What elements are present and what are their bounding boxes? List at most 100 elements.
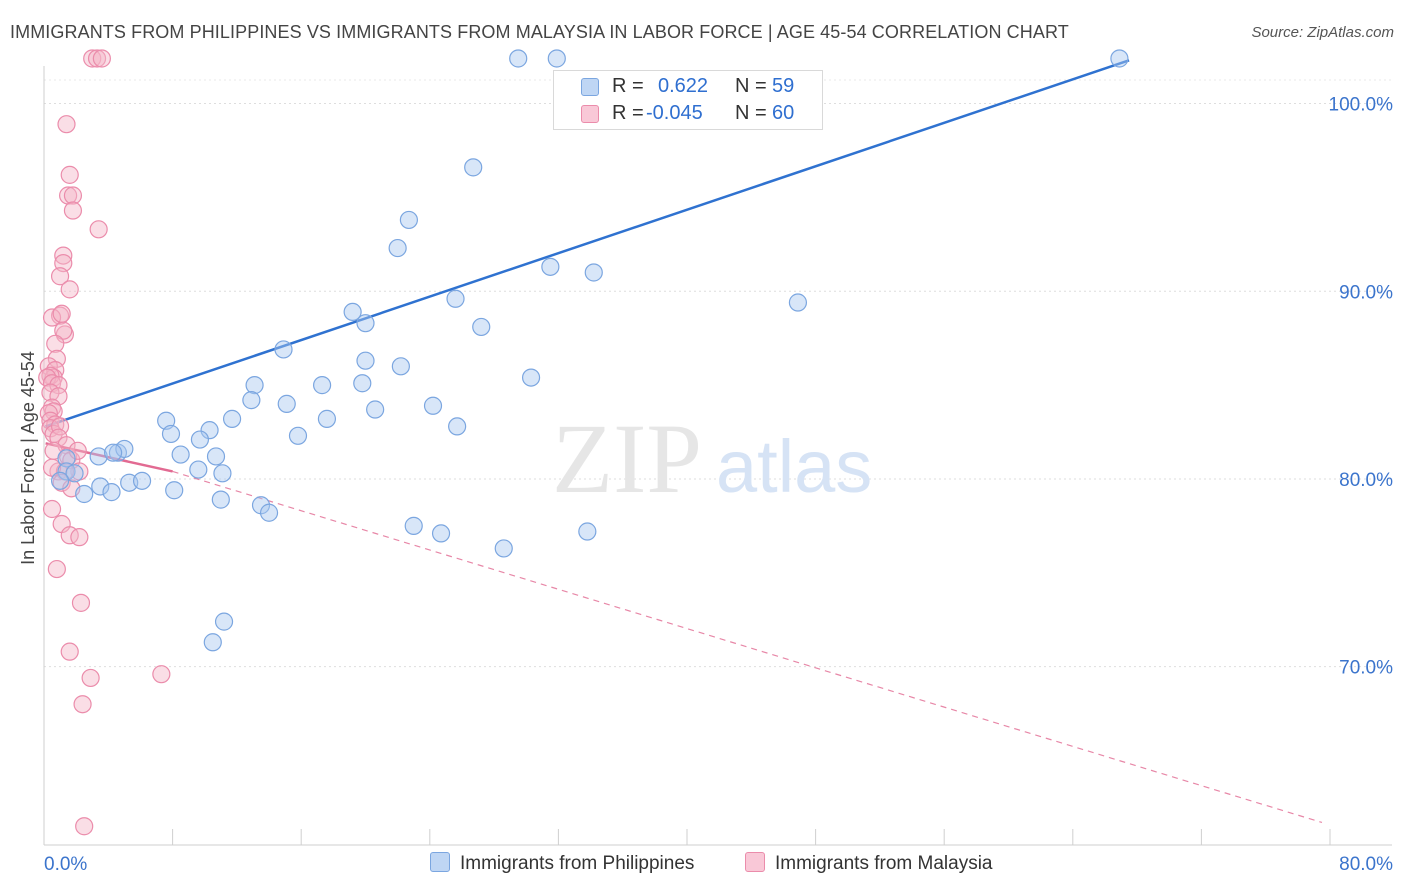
data-point-philippines [317,409,337,428]
legend-row-malaysia: R = -0.045 N = 60 [554,100,824,126]
chart-title: IMMIGRANTS FROM PHILIPPINES VS IMMIGRANT… [10,22,1069,42]
watermark-atlas: atlas [716,425,872,508]
data-point-philippines [788,293,808,312]
y-tick-label: 70.0% [1339,658,1393,679]
trend-line-malaysia-extension [172,470,1323,824]
data-point-philippines [288,426,308,445]
data-point-philippines [356,351,375,370]
data-point-malaysia [60,280,79,299]
data-point-philippines [312,376,332,395]
y-tick-label: 90.0% [1339,282,1393,303]
data-point-philippines [213,464,232,483]
data-point-malaysia [50,267,70,286]
x-tick-label: 80.0% [1339,854,1393,875]
data-point-philippines [132,471,152,490]
data-point-philippines [464,158,483,177]
data-point-malaysia [92,49,111,68]
data-point-philippines [584,263,603,282]
data-point-philippines [578,522,597,541]
data-point-malaysia [71,593,91,612]
data-point-malaysia [152,665,171,684]
trend-line-philippines [45,59,1130,428]
data-point-malaysia [81,668,100,688]
data-point-malaysia [42,308,62,327]
data-point-philippines [494,539,513,558]
data-point-philippines [190,430,210,449]
bottom-legend-label: Immigrants from Malaysia [775,853,993,874]
data-point-philippines [277,394,296,413]
data-point-philippines [222,409,242,428]
data-point-philippines [541,257,560,276]
data-point-philippines [161,424,181,444]
y-tick-label: 100.0% [1329,95,1394,116]
legend-n-value: 59 [772,75,795,97]
data-point-philippines [472,317,491,337]
data-point-philippines [75,484,94,504]
data-point-philippines [353,374,372,393]
y-tick-label: 80.0% [1339,470,1393,491]
data-point-philippines [423,396,443,415]
legend-row-philippines: R = 0.622 N = 59 [554,73,824,99]
axes [43,66,1392,846]
data-point-philippines [391,357,410,376]
source-attribution: Source: ZipAtlas.com [1251,24,1394,41]
watermark-zip: ZIP [552,403,702,514]
data-point-philippines [211,490,230,509]
data-point-philippines [399,210,419,230]
data-point-malaysia [60,642,79,661]
data-point-philippines [343,302,362,322]
y-axis-label: In Labor Force | Age 45-54 [18,351,38,565]
legend-r-value: -0.045 [646,102,703,124]
gridlines [44,79,1392,668]
data-point-philippines [57,449,76,468]
data-point-philippines [431,524,451,543]
data-point-philippines [50,471,70,490]
data-point-philippines [171,445,190,464]
data-point-philippines [115,439,134,459]
watermark: ZIP atlas [552,403,872,514]
data-point-malaysia [83,49,102,68]
data-point-malaysia [42,458,62,477]
data-point-philippines [274,340,293,359]
data-point-malaysia [52,304,71,323]
data-point-philippines [91,477,110,496]
data-point-philippines [509,49,528,68]
correlation-legend: R = 0.622 N = 59 R = -0.045 N = 60 [553,70,823,130]
data-point-philippines [404,516,423,535]
data-point-malaysia [63,201,83,220]
legend-swatch-pink [581,105,599,123]
data-point-philippines [448,417,467,436]
data-point-malaysia [63,186,83,205]
data-point-philippines [206,447,226,466]
data-point-malaysia [50,417,70,436]
legend-swatch-blue [581,78,599,96]
data-point-malaysia [75,817,94,836]
bottom-legend-philippines: Immigrants from Philippines [430,852,694,875]
data-point-malaysia [60,165,79,184]
data-point-philippines [65,464,84,483]
data-point-malaysia [70,528,89,547]
data-point-malaysia [87,49,107,68]
data-point-philippines [547,49,566,68]
data-point-malaysia [46,334,65,353]
data-point-philippines [200,421,219,440]
data-point-malaysia [39,404,58,423]
axis-labels: 70.0% 80.0% 90.0% 100.0% 0.0% 80.0% [44,95,1393,875]
data-point-malaysia [89,220,108,239]
data-point-philippines [356,314,375,333]
legend-r-label: R = [612,75,644,97]
bottom-legend-label: Immigrants from Philippines [460,853,695,874]
data-point-philippines [242,391,261,410]
legend-n-value: 60 [772,102,795,124]
data-point-philippines [189,460,208,479]
data-point-philippines [214,612,234,631]
series-philippines-points [50,49,1129,652]
data-point-malaysia [57,115,76,134]
data-point-philippines [446,289,465,308]
data-point-philippines [102,483,121,502]
data-point-philippines [521,368,541,387]
legend-r-label: R = [612,102,644,124]
data-point-philippines [203,633,222,652]
data-point-philippines [259,503,279,522]
